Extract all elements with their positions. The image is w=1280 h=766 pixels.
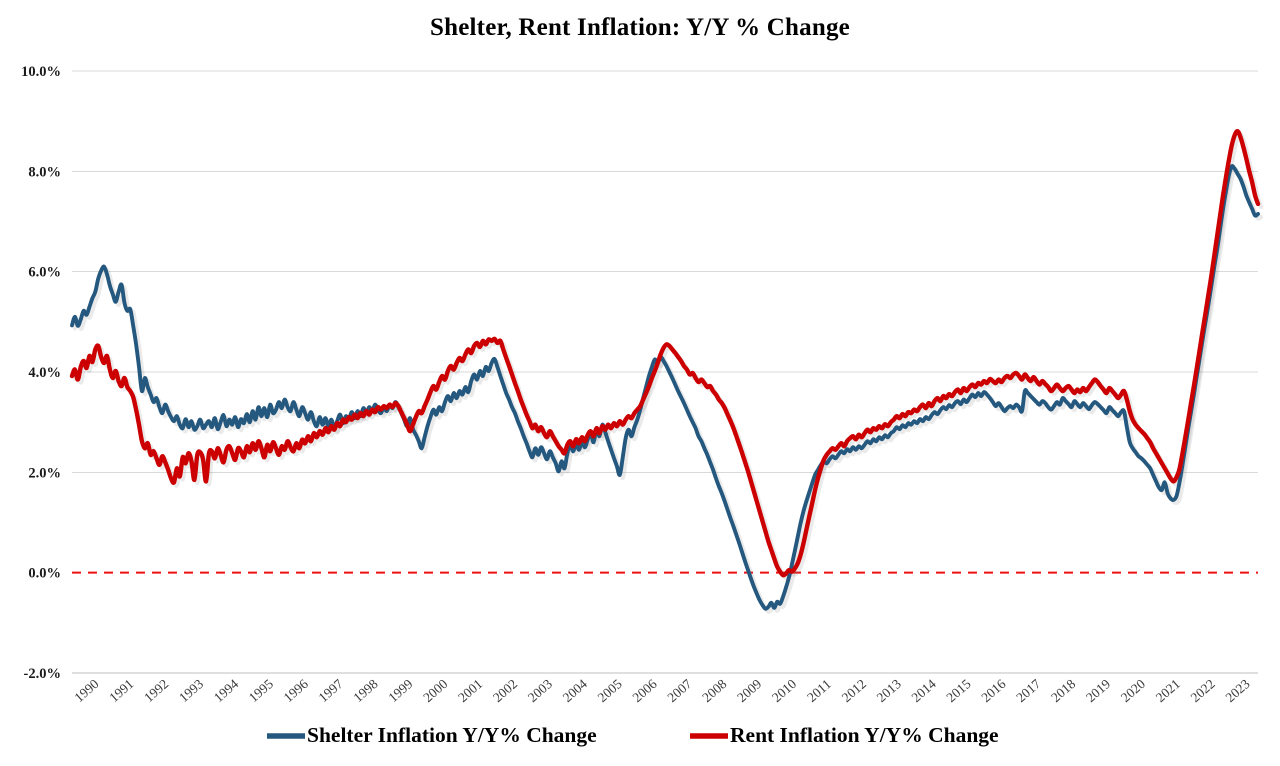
x-axis-tick-label: 1994 [211,676,241,705]
legend-label-rent[interactable]: Rent Inflation Y/Y% Change [730,723,999,747]
gridlines [72,70,1258,674]
x-axis-tick-labels: 1990 1991 1992 1993 1994 1995 1996 1997 1998 1999… [71,676,1253,705]
x-axis-tick-label: 1993 [176,676,206,705]
x-axis-tick-label: 2007 [664,676,694,705]
x-axis-tick-label: 2012 [839,676,869,705]
x-axis-tick-label: 2016 [978,676,1008,705]
x-axis-tick-label: 2003 [525,676,555,705]
x-axis-tick-label: 2011 [804,676,834,705]
series-shadow-rent [72,132,1264,581]
x-axis-tick-label: 2006 [629,676,659,705]
y-axis-tick-label: 6.0% [28,265,61,281]
x-axis-tick-label: 2004 [560,676,590,705]
chart-legend: Shelter Inflation Y/Y% Change Rent Inflat… [267,723,999,747]
x-axis-tick-label: 2000 [420,676,450,705]
x-axis-tick-label: 2023 [1222,676,1252,705]
page-title: Shelter, Rent Inflation: Y/Y % Change [430,14,850,41]
y-axis-tick-label: 10.0% [21,64,61,80]
y-axis-tick-label: -2.0% [24,666,61,682]
x-axis-tick-label: 2020 [1118,676,1148,705]
x-axis-tick-label: 2021 [1153,676,1183,705]
x-axis-tick-label: 2001 [455,676,485,705]
x-axis-tick-label: 2014 [909,676,939,705]
x-axis-tick-label: 2017 [1013,676,1043,705]
x-axis-tick-label: 2019 [1083,676,1113,705]
y-axis-tick-label: 0.0% [28,566,61,582]
x-axis-tick-label: 1992 [141,676,171,705]
x-axis-tick-label: 2009 [734,676,764,705]
x-axis-tick-label: 1995 [246,676,276,705]
y-axis-tick-labels: 10.0% 8.0% 6.0% 4.0% 2.0% 0.0% -2.0% [21,64,61,682]
y-axis-tick-label: 4.0% [28,365,61,381]
x-axis-tick-label: 1998 [350,676,380,705]
x-axis-tick-label: 1997 [316,676,346,705]
x-axis-tick-label: 2013 [874,676,904,705]
y-axis-tick-label: 8.0% [28,164,61,180]
x-axis-tick-label: 2005 [595,676,625,705]
x-axis-tick-label: 1990 [71,676,101,705]
x-axis-tick-label: 2015 [943,676,973,705]
x-axis-tick-label: 1991 [106,676,136,705]
y-axis-tick-label: 2.0% [28,465,61,481]
x-axis-tick-label: 1996 [281,676,311,705]
x-axis-tick-label: 1999 [385,676,415,705]
x-axis-tick-label: 2010 [769,676,799,705]
x-axis-tick-label: 2008 [699,676,729,705]
series-line-rent [69,128,1261,578]
legend-label-shelter[interactable]: Shelter Inflation Y/Y% Change [307,723,597,747]
series-line-shelter [70,164,1260,611]
x-axis-tick-label: 2022 [1188,676,1218,705]
x-axis-tick-label: 2002 [490,676,520,705]
x-axis-tick-label: 2018 [1048,676,1078,705]
data-series [69,128,1264,614]
